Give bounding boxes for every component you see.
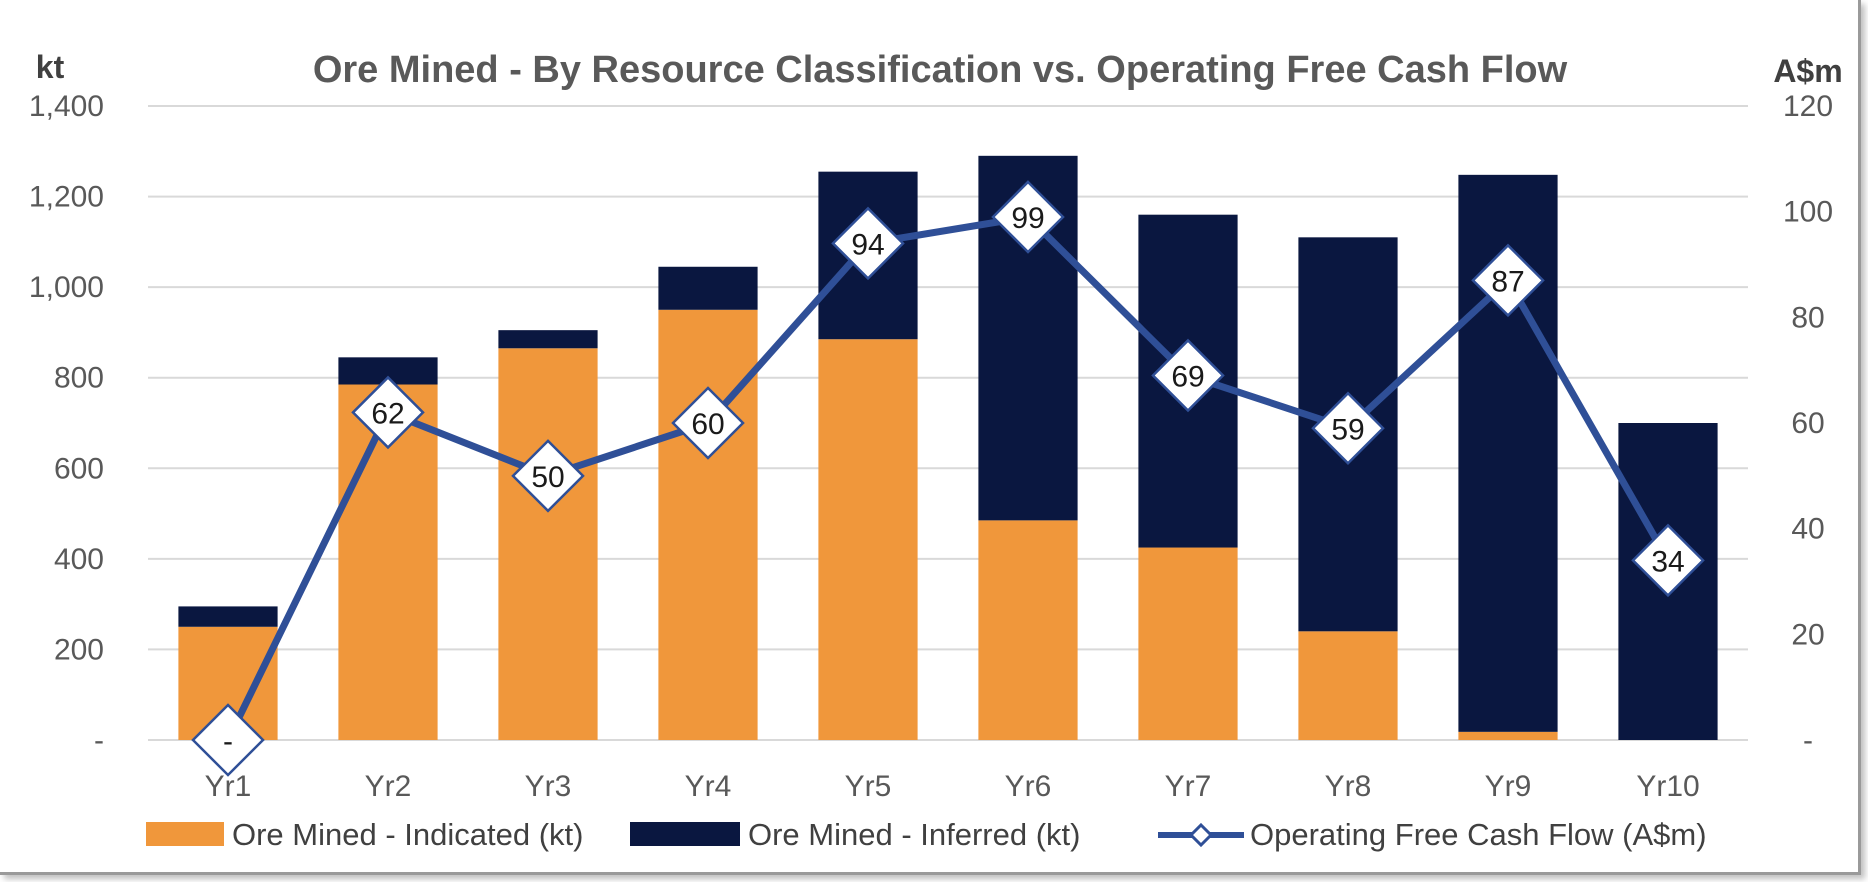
cashflow-data-label: 94 <box>851 228 884 261</box>
cashflow-line <box>224 213 1672 742</box>
category-label: Yr8 <box>1325 770 1372 803</box>
category-label: Yr6 <box>1005 770 1052 803</box>
category-label: Yr1 <box>205 770 252 803</box>
cashflow-marker <box>991 180 1065 254</box>
bar-indicated <box>818 339 918 740</box>
line-series: - 62 50 60 94 99 69 59 87 34 <box>191 180 1705 777</box>
left-tick-label: 1,400 <box>29 90 104 123</box>
right-tick-label: 100 <box>1783 196 1833 229</box>
cashflow-marker <box>1631 523 1705 598</box>
right-tick-label: 120 <box>1783 90 1833 123</box>
legend-label-cashflow: Operating Free Cash Flow (A$m) <box>1250 817 1707 852</box>
category-label: Yr10 <box>1636 770 1699 803</box>
cashflow-marker <box>1311 391 1385 466</box>
bar-series <box>178 155 1718 740</box>
cashflow-data-label: - <box>223 725 233 758</box>
category-label: Yr7 <box>1165 770 1212 803</box>
right-tick-label: - <box>1803 724 1813 757</box>
cashflow-data-label: 87 <box>1491 265 1524 298</box>
left-tick-label: 1,000 <box>29 271 104 304</box>
bar-inferred <box>658 266 758 310</box>
cashflow-marker <box>511 439 585 513</box>
left-tick-label: 1,200 <box>29 181 104 214</box>
right-axis-ticks: - 20 40 60 80 100 120 <box>1783 90 1833 757</box>
category-label: Yr2 <box>365 770 412 803</box>
cashflow-marker <box>351 375 425 450</box>
cashflow-marker <box>191 703 265 777</box>
bar-indicated <box>1458 731 1558 740</box>
cashflow-data-label: 34 <box>1651 545 1684 578</box>
right-tick-label: 40 <box>1791 513 1824 546</box>
cashflow-data-label: 50 <box>531 461 564 494</box>
left-tick-label: 400 <box>54 543 104 576</box>
cashflow-data-label: 60 <box>691 408 724 441</box>
left-axis-unit: kt <box>36 49 65 85</box>
category-label: Yr3 <box>525 770 572 803</box>
legend-label-indicated: Ore Mined - Indicated (kt) <box>232 817 583 852</box>
cashflow-marker <box>1151 338 1225 413</box>
cashflow-data-label: 59 <box>1331 413 1364 446</box>
cashflow-data-label: 69 <box>1171 360 1204 393</box>
cashflow-marker <box>1471 243 1545 318</box>
bar-indicated <box>1138 547 1238 740</box>
right-tick-label: 80 <box>1791 301 1824 334</box>
category-label: Yr4 <box>685 770 732 803</box>
bar-indicated <box>658 309 758 740</box>
bar-inferred <box>498 330 598 349</box>
left-tick-label: 600 <box>54 452 104 485</box>
cashflow-marker <box>671 386 745 460</box>
chart-title: Ore Mined - By Resource Classification v… <box>313 49 1568 91</box>
left-axis-ticks: - 200 400 600 800 1,000 1,200 1,400 <box>29 90 104 757</box>
legend-marker-cashflow <box>1188 822 1214 848</box>
legend-label-inferred: Ore Mined - Inferred (kt) <box>748 817 1080 852</box>
bar-indicated <box>978 520 1078 740</box>
bar-indicated <box>498 348 598 740</box>
legend: Ore Mined - Indicated (kt) Ore Mined - I… <box>146 817 1707 852</box>
left-tick-label: - <box>94 724 104 757</box>
right-tick-label: 60 <box>1791 407 1824 440</box>
left-tick-label: 200 <box>54 633 104 666</box>
category-label: Yr5 <box>845 770 892 803</box>
legend-swatch-inferred <box>630 822 740 846</box>
cashflow-data-label: 62 <box>371 397 404 430</box>
left-tick-label: 800 <box>54 362 104 395</box>
cashflow-data-label: 99 <box>1011 202 1044 235</box>
cashflow-marker <box>831 206 905 281</box>
legend-swatch-indicated <box>146 822 224 846</box>
bar-inferred <box>178 606 278 627</box>
category-labels: Yr1 Yr2 Yr3 Yr4 Yr5 Yr6 Yr7 Yr8 Yr9 Yr10 <box>205 770 1700 803</box>
category-label: Yr9 <box>1485 770 1532 803</box>
right-tick-label: 20 <box>1791 618 1824 651</box>
bar-indicated <box>1298 631 1398 740</box>
right-axis-unit: A$m <box>1773 53 1842 89</box>
